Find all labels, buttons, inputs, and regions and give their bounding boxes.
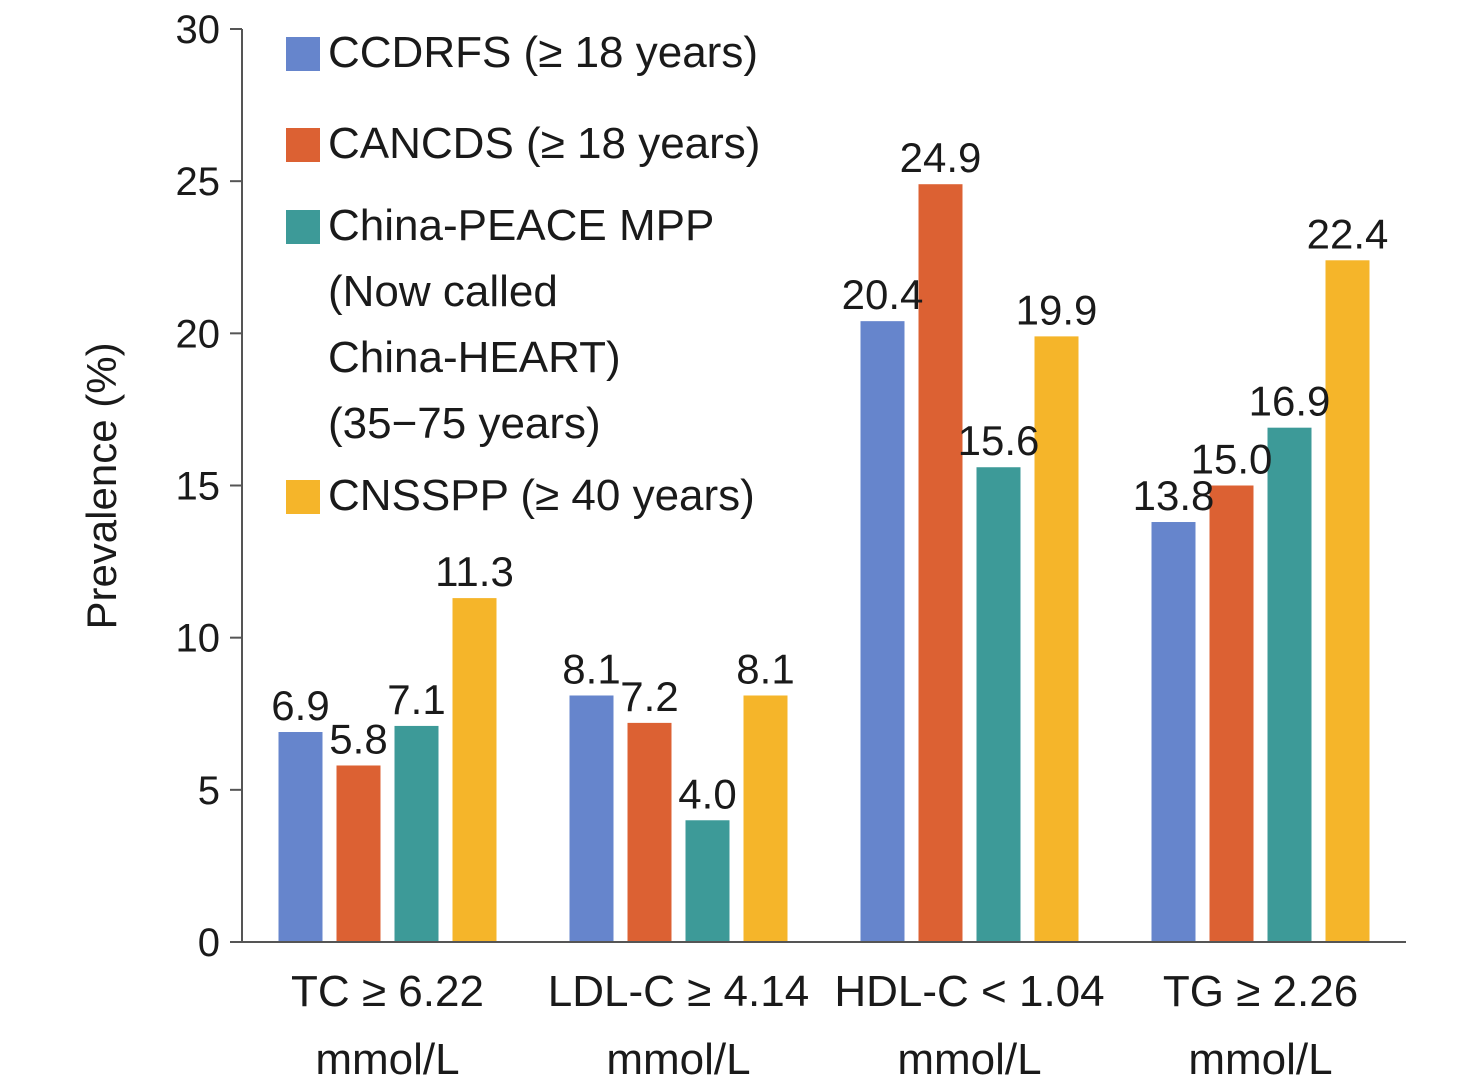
x-category-label: mmol/L <box>1188 1035 1332 1084</box>
x-category-label: mmol/L <box>897 1035 1041 1084</box>
y-tick-label: 25 <box>176 160 221 204</box>
legend-label: (Now called <box>328 267 558 316</box>
legend-swatch <box>286 480 320 514</box>
bar <box>976 467 1021 942</box>
bar <box>336 765 381 942</box>
data-label: 8.1 <box>736 645 794 692</box>
y-tick-label: 0 <box>198 921 220 965</box>
legend-label: (35−75 years) <box>328 399 601 448</box>
data-label: 24.9 <box>900 134 982 181</box>
data-label: 11.3 <box>435 548 514 595</box>
data-label: 13.8 <box>1133 472 1215 519</box>
bar <box>278 732 323 942</box>
legend-label: CANCDS (≥ 18 years) <box>328 119 760 168</box>
legend-label: China-PEACE MPP <box>328 201 714 250</box>
data-label: 8.1 <box>562 645 620 692</box>
bar <box>918 184 963 942</box>
x-category-label: mmol/L <box>315 1035 459 1084</box>
data-label: 6.9 <box>271 682 329 729</box>
legend: CCDRFS (≥ 18 years) CANCDS (≥ 18 years) Ch… <box>286 28 760 520</box>
x-category-label: TC ≥ 6.22 <box>291 967 484 1016</box>
y-axis-title: Prevalence (%) <box>78 342 125 629</box>
x-category-label: mmol/L <box>606 1035 750 1084</box>
legend-label: CNSSPP (≥ 40 years) <box>328 471 755 520</box>
legend-swatch <box>286 128 320 162</box>
bar <box>452 598 497 942</box>
bar <box>860 321 905 942</box>
data-label: 19.9 <box>1016 286 1098 333</box>
bar <box>1151 522 1196 942</box>
bar <box>394 725 439 942</box>
legend-swatch <box>286 210 320 244</box>
legend-label: CCDRFS (≥ 18 years) <box>328 28 758 77</box>
legend-label: China-HEART) <box>328 333 621 382</box>
data-labels: 6.95.87.111.38.17.24.08.120.424.915.619.… <box>271 134 1388 817</box>
y-tick-label: 10 <box>176 617 221 661</box>
x-axis: TC ≥ 6.22 mmol/L LDL-C ≥ 4.14 mmol/L HDL-C <… <box>242 941 1406 1084</box>
bar <box>743 695 788 942</box>
bar <box>627 722 672 942</box>
y-tick-label: 20 <box>176 312 221 356</box>
bar <box>1325 260 1370 942</box>
y-axis: 0 5 10 15 20 25 30 <box>176 8 243 965</box>
data-label: 5.8 <box>329 715 387 762</box>
data-label: 16.9 <box>1249 378 1331 425</box>
bar <box>1267 427 1312 943</box>
data-label: 7.1 <box>387 676 445 723</box>
legend-swatch <box>286 37 320 71</box>
y-tick-label: 15 <box>176 465 221 509</box>
x-category-label: TG ≥ 2.26 <box>1163 967 1358 1016</box>
bar <box>685 820 730 942</box>
bar <box>1034 336 1079 942</box>
y-tick-label: 5 <box>198 769 220 813</box>
data-label: 22.4 <box>1307 210 1389 257</box>
data-label: 4.0 <box>678 770 736 817</box>
bar <box>1209 485 1254 942</box>
bars <box>278 184 1370 943</box>
data-label: 15.0 <box>1191 436 1273 483</box>
data-label: 15.6 <box>958 417 1040 464</box>
y-tick-label: 30 <box>176 8 221 52</box>
data-label: 7.2 <box>620 673 678 720</box>
data-label: 20.4 <box>842 271 924 318</box>
x-category-label: HDL-C < 1.04 <box>834 967 1104 1016</box>
bar <box>569 695 614 942</box>
x-category-label: LDL-C ≥ 4.14 <box>548 967 809 1016</box>
